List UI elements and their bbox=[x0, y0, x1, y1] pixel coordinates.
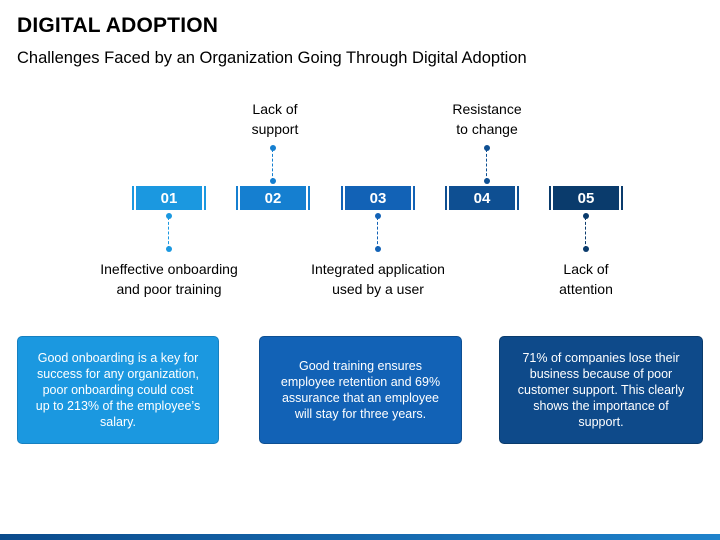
step-01-connector bbox=[168, 217, 169, 249]
step-04-number: 04 bbox=[449, 186, 515, 210]
step-04: 04 bbox=[445, 186, 519, 210]
step-04-dot-bottom bbox=[484, 178, 490, 184]
step-04-dot bbox=[484, 145, 490, 151]
step-02-number: 02 bbox=[240, 186, 306, 210]
page-title: DIGITAL ADOPTION bbox=[17, 14, 219, 37]
info-card-onboarding: Good onboarding is a key for success for… bbox=[17, 336, 219, 444]
step-03-dot bbox=[375, 246, 381, 252]
step-05: 05 bbox=[549, 186, 623, 210]
step-01-label: Ineffective onboarding and poor training bbox=[100, 261, 238, 297]
page-subtitle: Challenges Faced by an Organization Goin… bbox=[17, 49, 527, 67]
step-05-connector bbox=[585, 217, 586, 249]
step-01-dot-top bbox=[166, 213, 172, 219]
step-02-label: Lack of support bbox=[251, 101, 299, 137]
step-01-number: 01 bbox=[136, 186, 202, 210]
step-02-dot bbox=[270, 145, 276, 151]
step-03-label: Integrated application used by a user bbox=[311, 261, 445, 297]
step-03: 03 bbox=[341, 186, 415, 210]
info-card-training: Good training ensures employee retention… bbox=[259, 336, 462, 444]
step-02: 02 bbox=[236, 186, 310, 210]
info-card-support: 71% of companies lose their business bec… bbox=[499, 336, 703, 444]
step-05-label: Lack of attention bbox=[559, 261, 613, 297]
footer-bar bbox=[0, 534, 720, 540]
step-01-dot bbox=[166, 246, 172, 252]
step-05-dot-top bbox=[583, 213, 589, 219]
step-02-connector bbox=[272, 149, 273, 181]
step-03-dot-top bbox=[375, 213, 381, 219]
step-04-connector bbox=[486, 149, 487, 181]
step-03-connector bbox=[377, 217, 378, 249]
step-02-dot-bottom bbox=[270, 178, 276, 184]
step-01: 01 bbox=[132, 186, 206, 210]
step-04-label: Resistance to change bbox=[452, 101, 522, 137]
step-03-number: 03 bbox=[345, 186, 411, 210]
step-05-dot bbox=[583, 246, 589, 252]
step-05-number: 05 bbox=[553, 186, 619, 210]
